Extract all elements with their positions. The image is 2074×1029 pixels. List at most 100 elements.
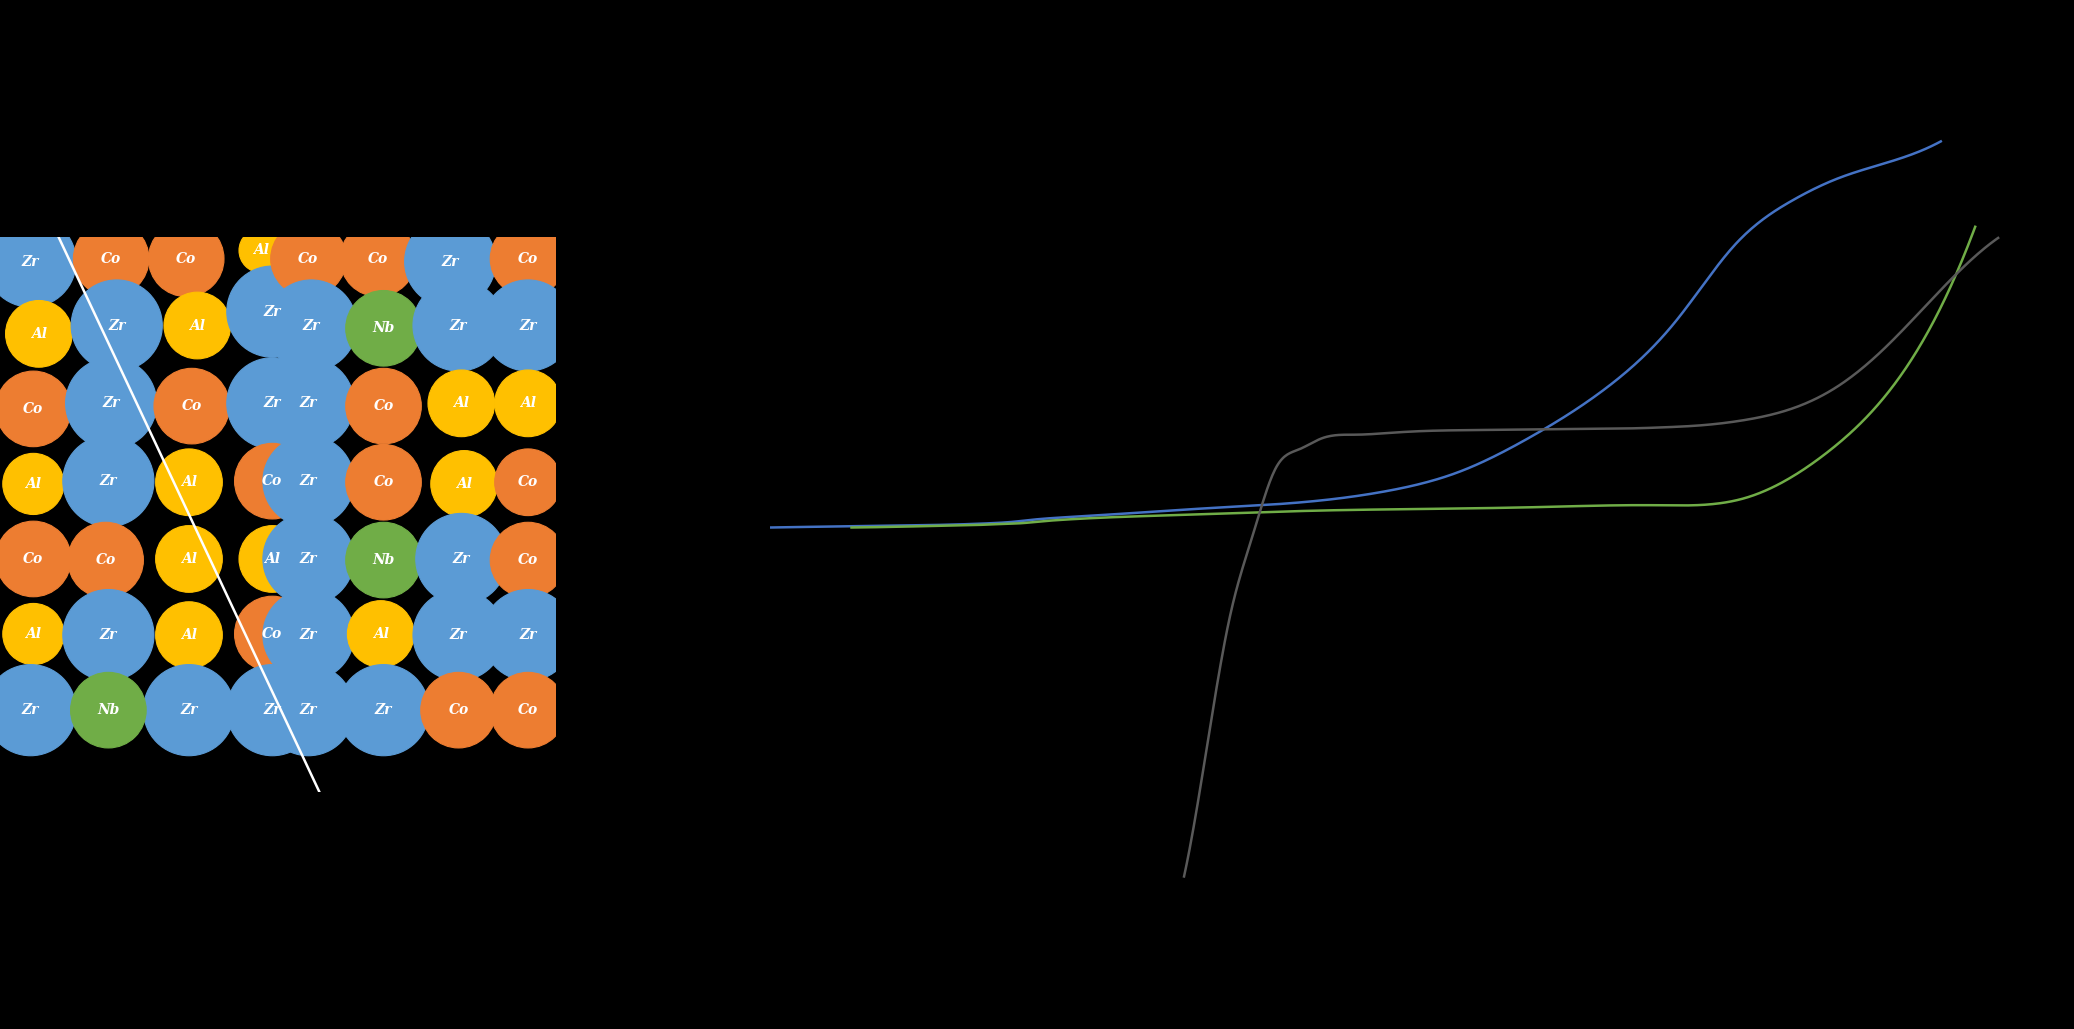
- Text: Co: Co: [448, 703, 469, 717]
- Circle shape: [234, 443, 311, 519]
- Circle shape: [483, 280, 574, 371]
- Text: Zr: Zr: [23, 703, 39, 717]
- Text: Zr: Zr: [263, 396, 282, 411]
- Circle shape: [226, 665, 317, 755]
- Text: Zr: Zr: [518, 319, 537, 332]
- Circle shape: [489, 523, 566, 598]
- Circle shape: [263, 358, 355, 449]
- Text: Zr: Zr: [301, 552, 317, 566]
- Text: Co: Co: [261, 627, 282, 641]
- Text: Al: Al: [263, 552, 280, 566]
- Circle shape: [496, 370, 562, 436]
- Circle shape: [413, 280, 504, 371]
- Circle shape: [234, 596, 311, 672]
- Text: Zr: Zr: [263, 305, 282, 319]
- Text: Zr: Zr: [301, 703, 317, 717]
- Circle shape: [263, 665, 355, 755]
- Text: Zr: Zr: [452, 552, 471, 566]
- Text: Zr: Zr: [100, 474, 116, 488]
- Text: Co: Co: [373, 475, 394, 489]
- Circle shape: [62, 590, 153, 681]
- Circle shape: [62, 435, 153, 527]
- Text: Al: Al: [521, 396, 535, 411]
- Text: Co: Co: [23, 552, 44, 566]
- Text: Nb: Nb: [373, 321, 394, 335]
- Circle shape: [0, 521, 71, 597]
- Text: Al: Al: [180, 628, 197, 642]
- Circle shape: [2, 603, 64, 665]
- Text: Zr: Zr: [108, 319, 124, 332]
- Text: Co: Co: [518, 553, 537, 567]
- Circle shape: [6, 300, 73, 367]
- Circle shape: [489, 672, 566, 748]
- Text: Co: Co: [261, 474, 282, 488]
- Circle shape: [346, 523, 421, 598]
- Circle shape: [156, 526, 222, 593]
- Circle shape: [149, 221, 224, 296]
- Text: Zr: Zr: [301, 474, 317, 488]
- Text: Co: Co: [95, 553, 116, 567]
- Circle shape: [164, 292, 230, 359]
- Circle shape: [226, 267, 317, 357]
- Text: Zr: Zr: [301, 396, 317, 411]
- Text: Al: Al: [25, 476, 41, 491]
- Text: Nb: Nb: [97, 703, 120, 717]
- Circle shape: [421, 672, 496, 748]
- Text: Zr: Zr: [102, 396, 120, 411]
- Circle shape: [156, 449, 222, 516]
- Circle shape: [348, 601, 415, 668]
- Text: Al: Al: [189, 319, 205, 332]
- Circle shape: [156, 602, 222, 669]
- Circle shape: [346, 445, 421, 520]
- Circle shape: [153, 368, 230, 443]
- Text: Nb: Nb: [373, 553, 394, 567]
- Text: Co: Co: [23, 402, 44, 416]
- Circle shape: [239, 228, 284, 273]
- Circle shape: [71, 280, 162, 371]
- Circle shape: [0, 216, 77, 308]
- Text: Co: Co: [176, 252, 197, 265]
- Circle shape: [0, 665, 77, 755]
- Circle shape: [68, 523, 143, 598]
- Text: Zr: Zr: [450, 319, 467, 332]
- Text: Zr: Zr: [301, 628, 317, 642]
- Circle shape: [0, 371, 71, 447]
- Text: Zr: Zr: [375, 703, 392, 717]
- Circle shape: [413, 590, 504, 681]
- Circle shape: [346, 368, 421, 443]
- Text: Co: Co: [373, 399, 394, 413]
- Text: Co: Co: [518, 252, 537, 265]
- Circle shape: [66, 358, 158, 449]
- Text: Al: Al: [373, 627, 388, 641]
- Circle shape: [340, 221, 415, 296]
- Circle shape: [226, 358, 317, 449]
- Text: Al: Al: [454, 396, 469, 411]
- Circle shape: [265, 280, 357, 371]
- Text: Zr: Zr: [518, 628, 537, 642]
- Text: Zr: Zr: [100, 628, 116, 642]
- Circle shape: [431, 451, 498, 518]
- Text: Co: Co: [367, 252, 388, 265]
- Text: Co: Co: [183, 399, 201, 413]
- Circle shape: [496, 449, 562, 516]
- Circle shape: [483, 590, 574, 681]
- Circle shape: [346, 290, 421, 366]
- Text: Al: Al: [180, 552, 197, 566]
- Text: Al: Al: [456, 476, 473, 491]
- Text: Co: Co: [299, 252, 319, 265]
- Text: Al: Al: [180, 475, 197, 489]
- Text: Al: Al: [253, 244, 270, 257]
- Text: Co: Co: [102, 252, 120, 265]
- Circle shape: [338, 665, 429, 755]
- Circle shape: [272, 221, 346, 296]
- Text: Co: Co: [518, 475, 537, 489]
- Text: Al: Al: [25, 627, 41, 641]
- Circle shape: [263, 513, 355, 605]
- Text: Co: Co: [518, 703, 537, 717]
- Text: Zr: Zr: [23, 254, 39, 269]
- Circle shape: [71, 672, 145, 748]
- Text: Zr: Zr: [263, 703, 282, 717]
- Circle shape: [263, 590, 355, 681]
- Text: Zr: Zr: [303, 319, 319, 332]
- Circle shape: [73, 221, 149, 296]
